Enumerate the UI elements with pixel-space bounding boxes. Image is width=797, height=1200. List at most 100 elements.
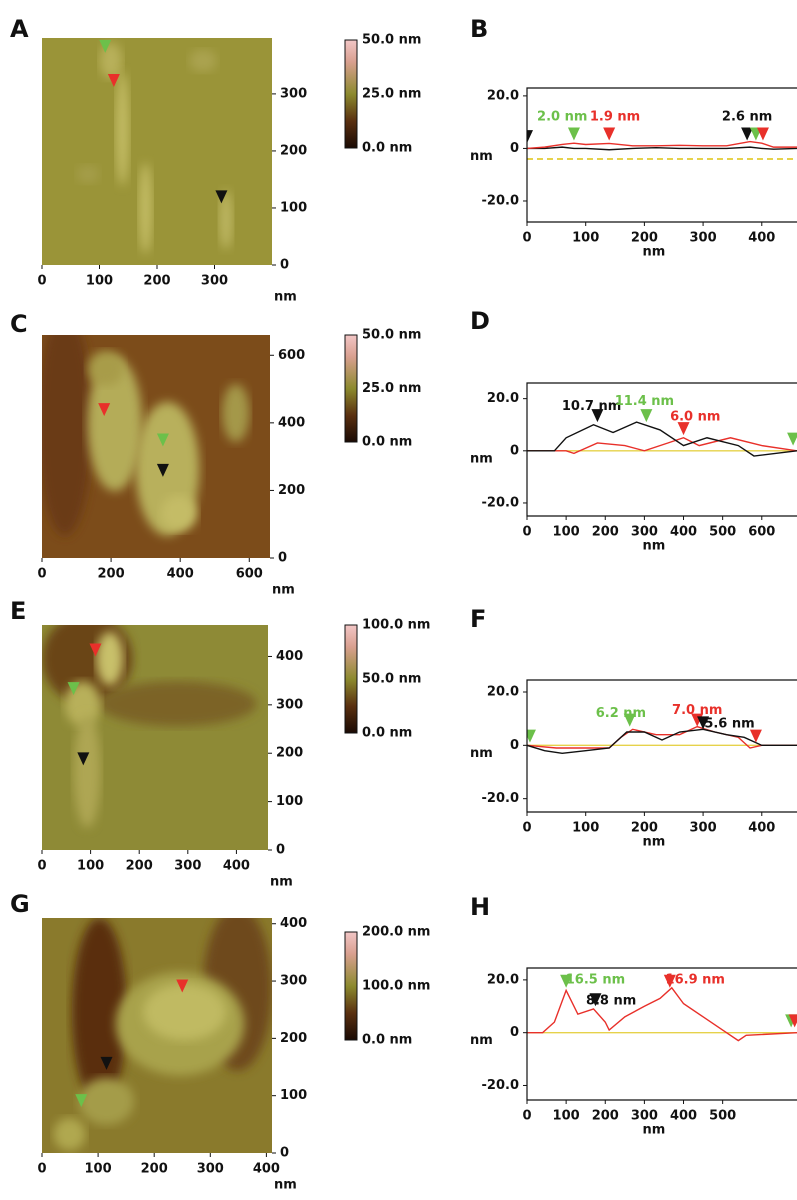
y-tick-label: 0 — [276, 843, 285, 858]
image-feature — [98, 681, 257, 727]
x-tick-label: 0 — [522, 231, 531, 246]
image-marker — [176, 979, 189, 993]
y-tick-label: 200 — [280, 1031, 307, 1046]
x-tick-label: 200 — [143, 274, 170, 289]
annotation: 6.2 nm — [596, 706, 646, 721]
x-tick-label: 400 — [223, 859, 250, 874]
y-axis-label: nm — [470, 1033, 493, 1048]
colorbar — [344, 931, 358, 1041]
x-tick-label: 500 — [709, 525, 736, 540]
image-feature — [189, 49, 217, 73]
x-tick-label: 200 — [631, 231, 658, 246]
y-tick-label: 20.0 — [487, 391, 519, 406]
x-axis-label: nm — [642, 1123, 665, 1138]
colorbar-label: 50.0 nm — [362, 33, 421, 48]
y-tick-label: 300 — [280, 86, 307, 101]
x-tick-label: 100 — [572, 231, 599, 246]
y-tick-label: -20.0 — [482, 193, 519, 208]
y-axis-label: nm — [470, 746, 493, 761]
image-feature — [219, 190, 233, 250]
x-tick-label: 300 — [197, 1162, 224, 1177]
colorbar-label: 200.0 nm — [362, 925, 430, 940]
colorbar-label: 0.0 nm — [362, 141, 412, 156]
y-tick-label: 400 — [278, 415, 305, 430]
profile-marker — [567, 127, 580, 141]
y-tick-label: 0 — [280, 258, 289, 273]
colorbar-label: 50.0 nm — [362, 328, 421, 343]
x-tick-label: 100 — [553, 525, 580, 540]
colorbar-label: 100.0 nm — [362, 979, 430, 994]
panel-letter: F — [470, 605, 486, 633]
profile-line — [527, 140, 797, 150]
colorbar-label: 0.0 nm — [362, 435, 412, 450]
profile-marker — [527, 729, 536, 743]
x-tick-label: 200 — [98, 567, 125, 582]
image-feature — [99, 42, 123, 79]
profile-line — [527, 437, 797, 455]
profile-marker — [640, 409, 653, 423]
panel-letter: B — [470, 15, 488, 43]
profile-marker — [677, 422, 690, 436]
x-tick-label: 200 — [126, 859, 153, 874]
x-tick-label: 0 — [522, 525, 531, 540]
profile-line — [527, 728, 797, 755]
y-tick-label: -20.0 — [482, 791, 519, 806]
y-tick-label: 20.0 — [487, 88, 519, 103]
y-tick-label: 100 — [280, 200, 307, 215]
colorbar-label: 0.0 nm — [362, 726, 412, 741]
plot — [527, 713, 797, 755]
colorbar-label: 50.0 nm — [362, 672, 421, 687]
x-tick-label: 600 — [236, 567, 263, 582]
annotation: 5.6 nm — [704, 717, 754, 732]
image-background — [42, 38, 272, 265]
image-marker — [98, 403, 111, 417]
colorbar — [344, 39, 358, 149]
y-tick-label: 0 — [510, 1025, 519, 1040]
y-tick-label: -20.0 — [482, 495, 519, 510]
y-tick-label: 0 — [510, 443, 519, 458]
panel-letter: C — [10, 310, 28, 338]
plot-frame — [526, 967, 797, 1101]
image-feature — [78, 1077, 134, 1125]
profile-line — [527, 421, 797, 457]
image-marker — [75, 1094, 88, 1108]
profile-marker — [697, 716, 710, 730]
x-tick-label: 300 — [631, 1109, 658, 1124]
profile-marker — [788, 1014, 797, 1028]
x-tick-label: 400 — [253, 1162, 280, 1177]
image-feature — [138, 162, 153, 254]
x-tick-label: 0 — [37, 567, 46, 582]
annotation: 10.7 nm — [562, 399, 621, 414]
y-tick-label: 300 — [280, 974, 307, 989]
panel-letter: E — [10, 597, 26, 625]
image-feature — [96, 631, 124, 686]
image-marker — [77, 752, 90, 766]
profile-marker — [663, 974, 676, 988]
x-tick-label: 100 — [85, 1162, 112, 1177]
profile-marker — [787, 432, 797, 446]
y-tick-label: 100 — [276, 794, 303, 809]
x-tick-label: 200 — [141, 1162, 168, 1177]
x-tick-label: 0 — [37, 274, 46, 289]
y-axis-label: nm — [470, 451, 493, 466]
afm-image — [42, 335, 270, 558]
plot-frame — [526, 382, 797, 517]
profile-line — [527, 725, 797, 749]
colorbar — [344, 624, 358, 734]
annotation: 11.4 nm — [615, 394, 674, 409]
x-axis-label: nm — [274, 1178, 297, 1193]
x-tick-label: 0 — [522, 821, 531, 836]
image-marker — [107, 74, 120, 88]
colorbar-label: 100.0 nm — [362, 618, 430, 633]
x-axis-label: nm — [272, 583, 295, 598]
x-axis-label: nm — [642, 835, 665, 850]
image-marker — [215, 190, 228, 204]
image-feature — [115, 72, 130, 186]
x-tick-label: 400 — [670, 1109, 697, 1124]
y-tick-label: -20.0 — [482, 1078, 519, 1093]
afm-image — [42, 918, 272, 1153]
y-tick-label: 200 — [280, 143, 307, 158]
profile-marker — [749, 729, 762, 743]
panel-letter: G — [10, 890, 30, 918]
x-tick-label: 400 — [670, 525, 697, 540]
